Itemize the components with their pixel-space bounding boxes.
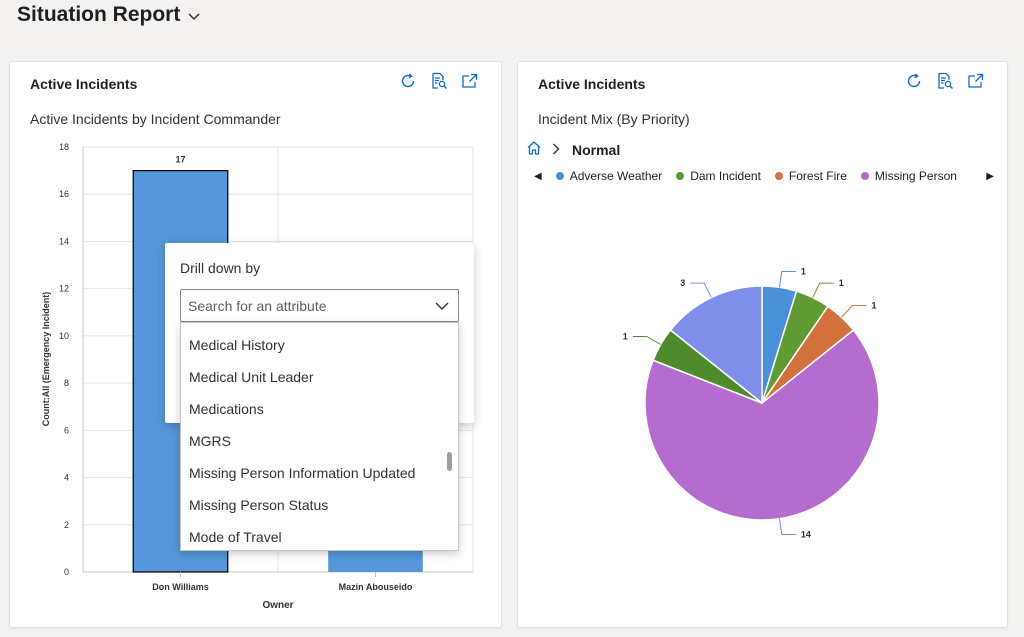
attribute-option[interactable]: MGRS <box>189 433 231 449</box>
legend-item[interactable]: Forest Fire <box>774 169 847 183</box>
page-title: Situation Report <box>17 3 181 26</box>
legend-label: Adverse Weather <box>569 169 663 183</box>
legend-next-icon[interactable]: ▶ <box>986 170 994 182</box>
expand-icon[interactable] <box>967 72 985 90</box>
scrollbar-thumb[interactable] <box>447 452 452 471</box>
legend-label: Missing Person <box>874 169 957 183</box>
chart-subtitle: Incident Mix (By Priority) <box>538 111 690 127</box>
pie-chart-card: Active Incidents Incident Mix (By Priori… <box>517 61 1008 628</box>
attribute-option[interactable]: Medical History <box>189 337 285 353</box>
card-actions <box>905 72 985 90</box>
legend-prev-icon[interactable]: ◀ <box>534 170 542 182</box>
attribute-option[interactable]: Medical Unit Leader <box>189 369 314 385</box>
attribute-option[interactable]: Medications <box>189 401 264 417</box>
view-records-icon[interactable] <box>430 72 448 90</box>
legend-dot <box>555 172 564 180</box>
chevron-right-icon <box>552 142 560 158</box>
legend-item[interactable]: Dam Incident <box>676 169 761 183</box>
view-records-icon[interactable] <box>936 72 954 90</box>
card-actions <box>399 72 479 90</box>
home-icon[interactable] <box>526 140 542 159</box>
refresh-icon[interactable] <box>905 72 923 90</box>
legend-dot <box>860 172 869 180</box>
attribute-option[interactable]: Mode of Travel <box>189 529 282 545</box>
chevron-down-icon[interactable] <box>188 8 200 26</box>
legend-item[interactable]: Adverse Weather <box>555 169 663 183</box>
legend-dot <box>774 172 783 180</box>
legend-dot <box>676 172 685 180</box>
attribute-search-placeholder: Search for an attribute <box>188 297 327 314</box>
refresh-icon[interactable] <box>399 72 417 90</box>
legend-label: Forest Fire <box>788 169 847 183</box>
drill-down-title: Drill down by <box>180 260 261 276</box>
card-title: Active Incidents <box>538 76 646 92</box>
attribute-search-input[interactable]: Search for an attribute <box>180 289 459 322</box>
breadcrumb-current: Normal <box>572 141 621 158</box>
breadcrumb: Normal <box>526 140 620 159</box>
attribute-option[interactable]: Missing Person Information Updated <box>189 465 416 481</box>
chart-subtitle: Active Incidents by Incident Commander <box>30 111 281 127</box>
chevron-down-icon[interactable] <box>434 299 450 315</box>
expand-icon[interactable] <box>461 72 479 90</box>
page-header[interactable]: Situation Report <box>17 3 200 27</box>
attribute-list[interactable]: Medical History Medical Unit Leader Medi… <box>180 322 459 551</box>
legend-label: Dam Incident <box>690 169 761 183</box>
attribute-option[interactable]: Missing Person Status <box>189 497 329 513</box>
card-title: Active Incidents <box>30 76 138 92</box>
chart-legend: ◀ Adverse Weather Dam Incident Forest Fi… <box>534 169 994 183</box>
legend-item[interactable]: Missing Person <box>860 169 957 183</box>
